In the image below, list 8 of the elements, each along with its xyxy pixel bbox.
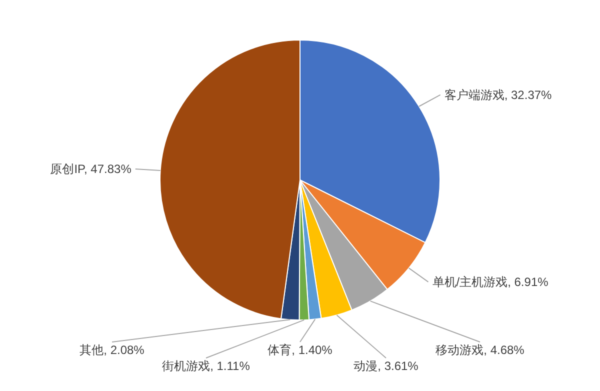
slice-label: 客户端游戏, 32.37%	[444, 88, 552, 102]
slice-label: 街机游戏, 1.11%	[162, 359, 250, 373]
slice-label: 动漫, 3.61%	[354, 359, 419, 373]
slice-label: 移动游戏, 4.68%	[436, 343, 525, 357]
slice-label: 其他, 2.08%	[80, 343, 145, 357]
slice-label: 体育, 1.40%	[268, 343, 333, 357]
slice-label: 单机/主机游戏, 6.91%	[432, 274, 549, 289]
slice-label: 原创IP, 47.83%	[50, 162, 132, 176]
